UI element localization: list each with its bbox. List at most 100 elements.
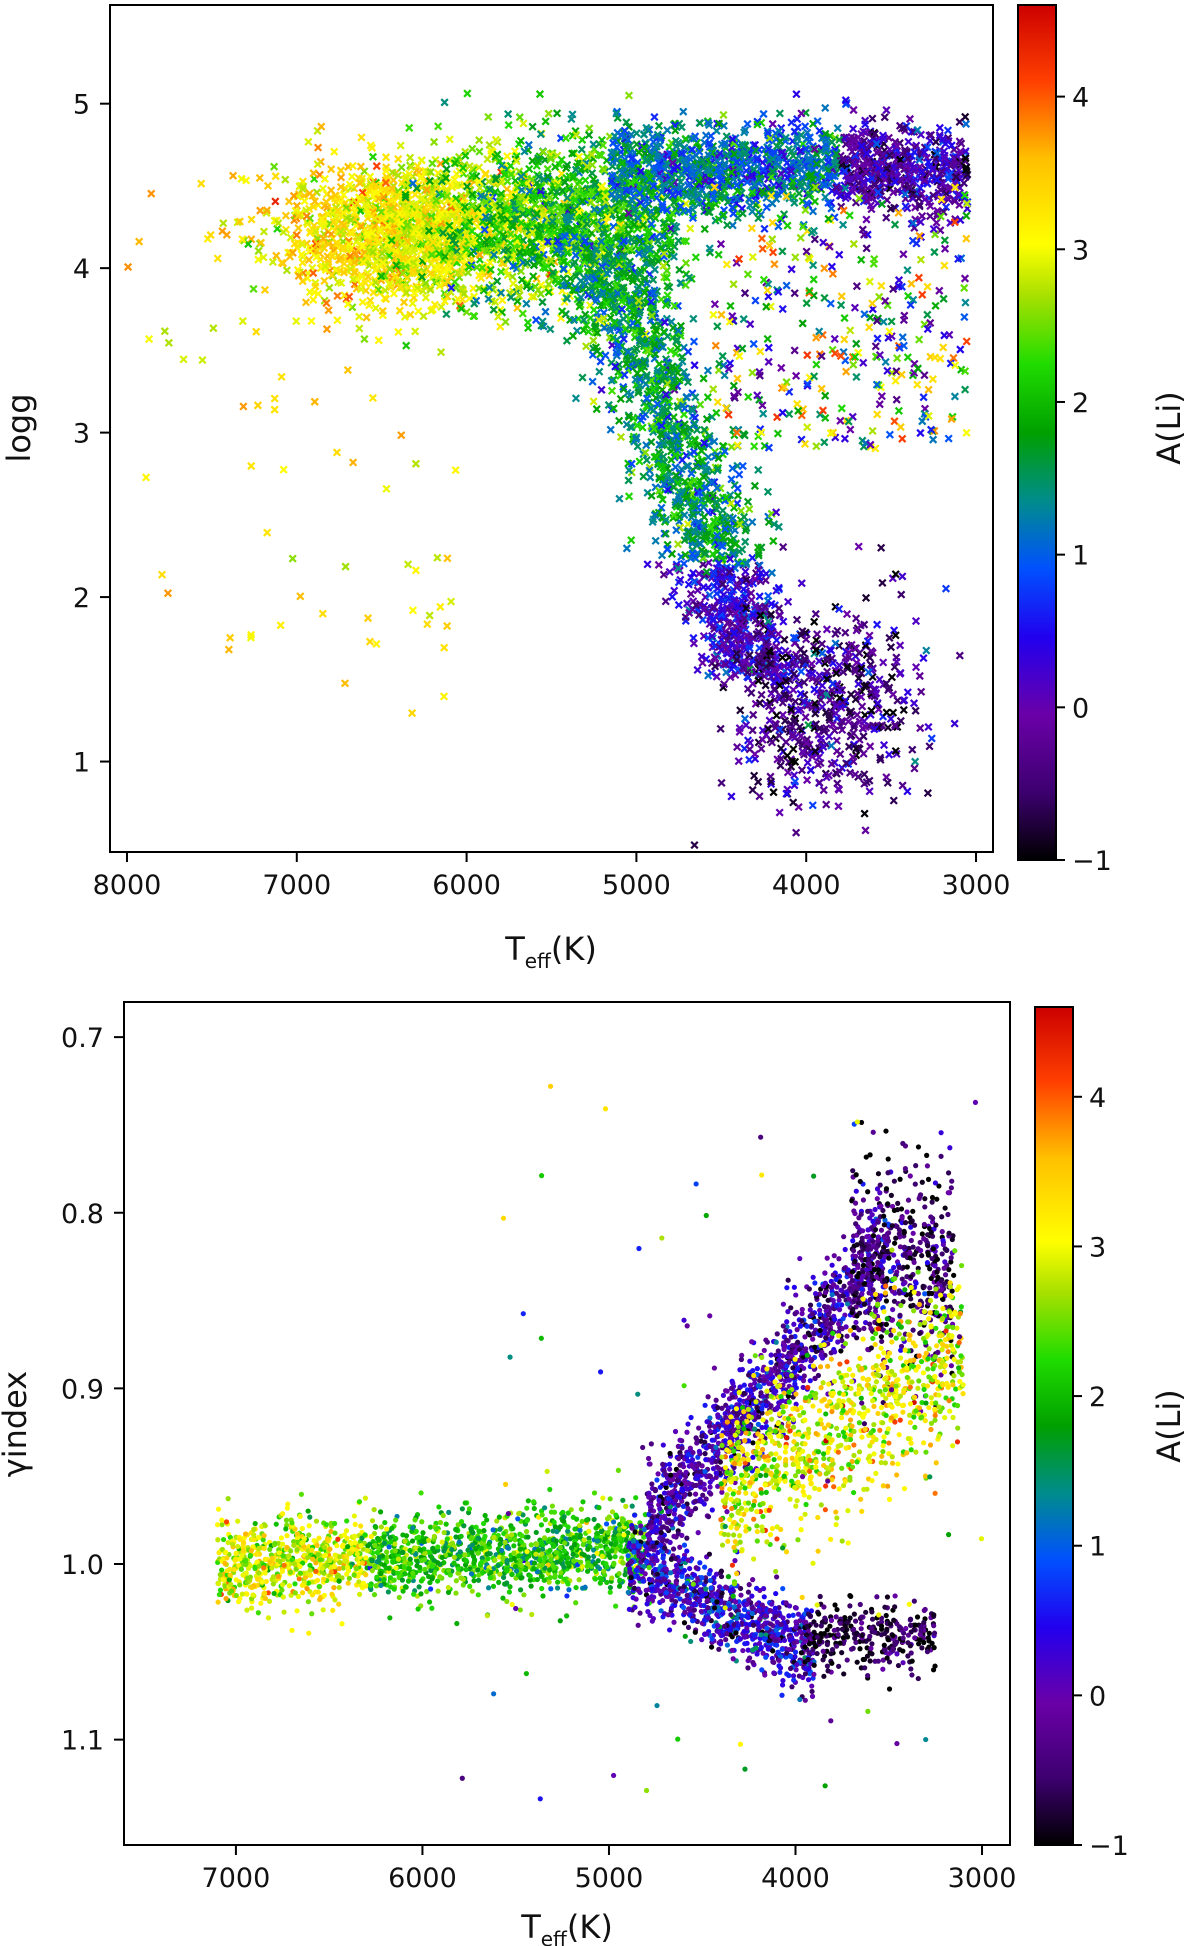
data-point [272,251,281,260]
data-point [249,284,258,294]
data-point [757,690,766,699]
data-point [791,253,800,262]
data-point [853,710,862,719]
data-point [908,745,917,754]
data-point [529,292,538,301]
data-point [355,324,364,333]
data-point [397,163,406,172]
data-point [819,786,828,795]
data-point [693,586,702,595]
data-point [518,309,527,318]
data-point [485,140,494,150]
data-point [578,373,587,382]
data-point [468,144,477,153]
data-point [865,631,874,640]
data-point [923,789,932,798]
data-point [846,690,856,699]
data-point [745,745,754,754]
data-point [842,609,852,619]
data-point [759,109,768,119]
data-point [333,291,342,301]
data-point [861,593,871,602]
data-point [682,599,692,608]
data-point [898,781,907,790]
data-point [950,719,959,728]
data-point [615,416,624,425]
data-point [673,540,683,549]
data-point [213,254,222,263]
data-point [791,697,800,706]
data-point [406,310,415,319]
data-point [745,738,755,747]
data-point [736,506,746,515]
data-point [279,228,288,237]
data-point [465,162,474,171]
data-point [754,777,763,786]
data-point [399,298,409,307]
data-point [743,684,753,694]
data-point [624,476,633,485]
data-point [522,299,531,308]
data-point [378,306,387,316]
data-point [755,592,764,601]
data-point [775,808,784,817]
data-point [735,470,744,479]
data-point [358,297,367,307]
data-point [849,729,858,738]
data-point [489,305,498,314]
data-point [419,312,428,321]
data-point [519,119,528,128]
data-point [836,750,845,759]
data-point [491,135,500,144]
data-point [679,410,689,419]
data-point [899,705,908,715]
data-point [320,222,329,231]
data-point [247,235,256,244]
data-point [779,617,788,626]
data-point [792,615,802,624]
data-point [374,336,383,345]
data-point [736,706,745,715]
data-point [643,560,652,569]
data-point [897,590,906,599]
data-point [801,713,810,722]
data-point [362,313,371,322]
data-point [729,280,738,289]
data-point [411,327,420,336]
data-point [903,688,912,697]
data-point [755,792,764,801]
data-point [355,312,364,321]
data-point [356,222,366,231]
data-point [911,706,920,715]
data-point [763,487,773,496]
data-point [852,614,861,623]
data-point [595,367,604,376]
data-point [312,253,321,262]
data-point [289,191,298,200]
data-point [955,651,964,660]
data-point [355,179,364,188]
data-point [649,275,658,284]
data-point [834,802,843,811]
data-point [650,265,659,274]
data-point [538,298,547,307]
data-point [271,197,280,206]
data-point [506,239,515,248]
data-point [858,702,867,711]
data-point [718,506,727,515]
data-point [453,295,463,304]
data-point [428,159,437,168]
data-point [356,162,365,171]
data-point [889,796,898,805]
data-point [896,716,905,726]
data-point [693,665,702,675]
data-point [348,161,357,171]
data-point [776,761,785,770]
data-point [330,147,339,156]
data-point [589,397,598,406]
data-point [750,771,759,780]
data-point [683,520,693,529]
data-point [270,162,279,171]
data-point [333,316,342,325]
